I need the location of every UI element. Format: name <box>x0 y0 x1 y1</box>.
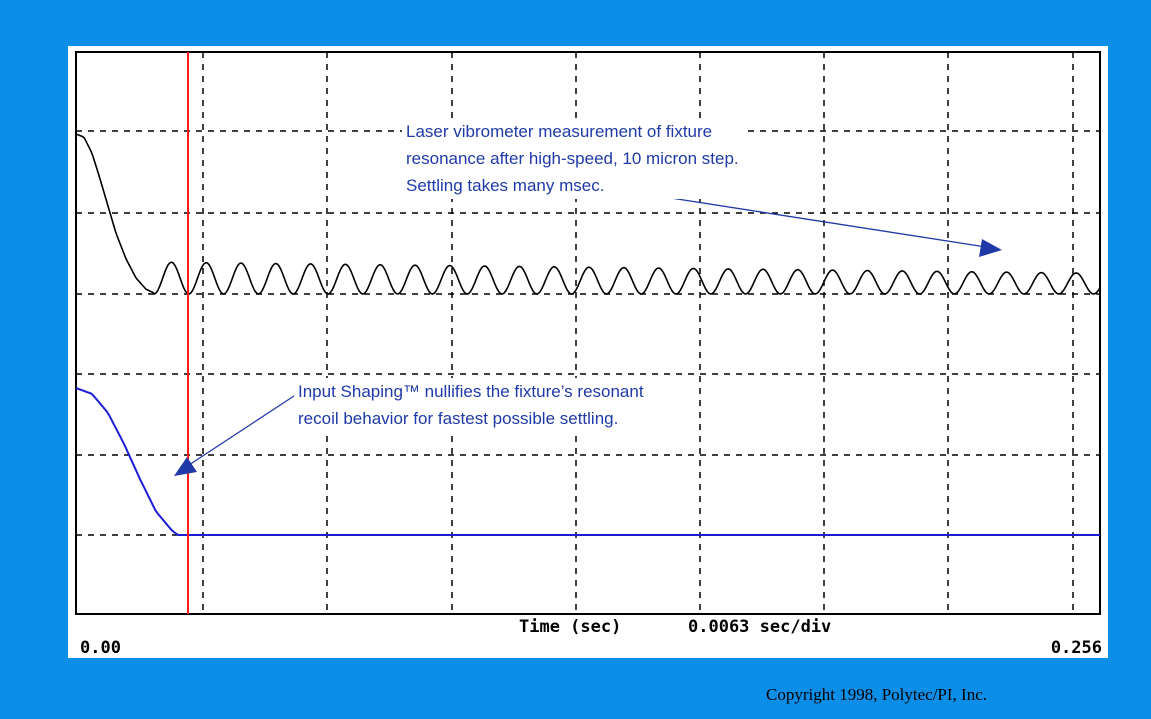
annotation-unshaped: Laser vibrometer measurement of fixture … <box>402 118 743 199</box>
x-axis-title: Time (sec) <box>519 617 621 637</box>
copyright-notice: Copyright 1998, Polytec/PI, Inc. <box>766 685 987 705</box>
arrow-unshaped-head <box>979 239 1002 257</box>
chart-panel: Laser vibrometer measurement of fixture … <box>68 46 1108 658</box>
x-max-label: 0.256 <box>1051 638 1102 658</box>
x-min-label: 0.00 <box>80 638 121 658</box>
arrow-shaped-head <box>174 457 197 476</box>
x-scale-label: 0.0063 sec/div <box>688 617 831 637</box>
annotation-shaped: Input Shaping™ nullifies the fixture’s r… <box>294 378 648 432</box>
arrow-unshaped-line <box>658 196 986 247</box>
